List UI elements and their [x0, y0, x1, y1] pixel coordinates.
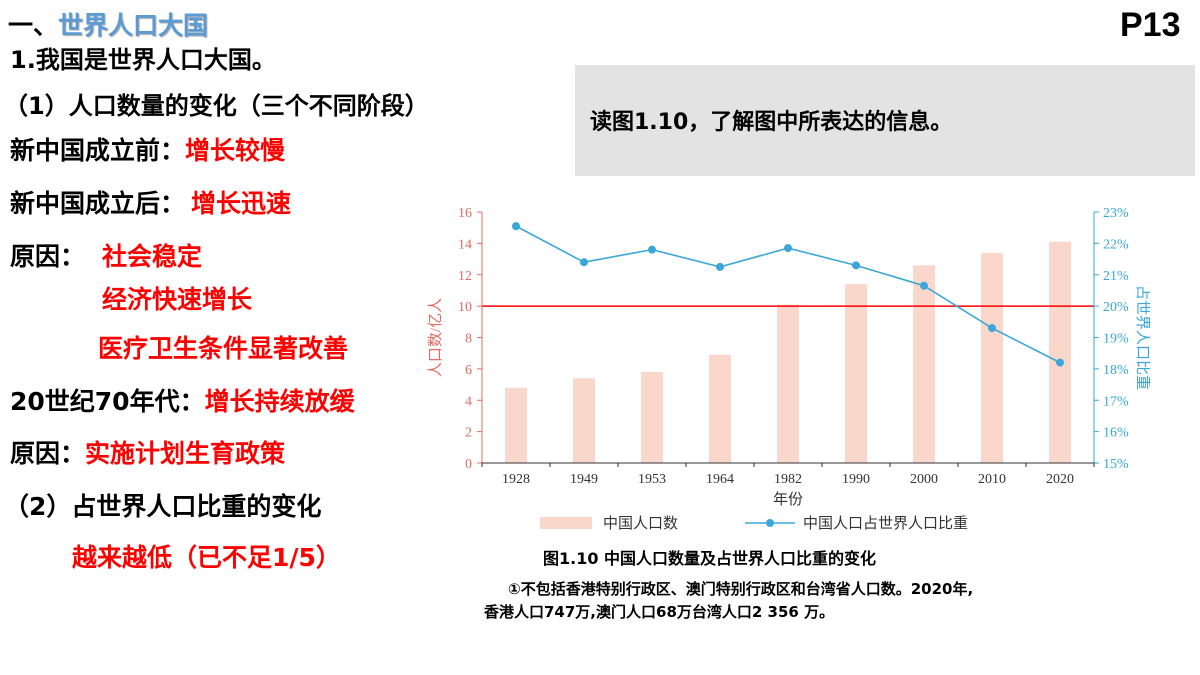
x-tick-label: 1928: [502, 472, 530, 487]
before-founding-label: 新中国成立前：: [10, 136, 186, 165]
share-point-1949: [580, 258, 588, 267]
subheading-1: （1）人口数量的变化（三个不同阶段）: [4, 92, 429, 120]
bar-1982: [777, 304, 799, 463]
reason2-value: 实施计划生育政策: [85, 439, 286, 468]
legend-bar-swatch: [540, 517, 592, 529]
right-tick-label: 17%: [1103, 394, 1129, 409]
right-tick-label: 21%: [1103, 269, 1129, 284]
left-tick-label: 16: [458, 206, 472, 221]
left-tick-label: 14: [458, 237, 472, 252]
left-tick-label: 8: [465, 332, 472, 347]
reason-item: 社会稳定: [102, 242, 203, 271]
left-axis-title: 人口数/亿人: [427, 298, 444, 377]
reason2-label: 原因：: [10, 439, 86, 468]
x-tick-label: 1953: [638, 472, 666, 487]
left-tick-label: 2: [465, 426, 472, 441]
reason-item: 医疗卫生条件显著改善: [98, 334, 349, 363]
figure-note-line-1: ①不包括香港特别行政区、澳门特别行政区和台湾省人口数。2020年,: [508, 580, 974, 598]
bar-2020: [1049, 241, 1071, 463]
share-point-2000: [920, 281, 928, 290]
legend-line-label: 中国人口占世界人口比重: [803, 515, 968, 532]
right-tick-label: 15%: [1103, 457, 1129, 472]
left-tick-label: 12: [458, 269, 472, 284]
bar-1990: [845, 284, 867, 463]
x-axis-title: 年份: [773, 491, 803, 508]
reading-prompt-box: [575, 65, 1195, 176]
after-founding-row: 新中国成立后： 增长迅速: [10, 184, 291, 220]
subheading-2: （2）占世界人口比重的变化: [4, 492, 322, 521]
seventies-row: 20世纪70年代：增长持续放缓: [10, 382, 355, 418]
after-founding-value: 增长迅速: [191, 189, 292, 218]
share-point-1990: [852, 261, 860, 270]
before-founding-value: 增长较慢: [185, 136, 286, 165]
left-tick-label: 4: [465, 394, 472, 409]
reason-label: 原因：: [10, 242, 86, 271]
right-axis-title: 占世界人口比重: [1134, 285, 1150, 390]
x-tick-label: 1964: [706, 472, 734, 487]
right-tick-label: 16%: [1103, 426, 1129, 441]
after-founding-label: 新中国成立后：: [10, 189, 186, 218]
x-tick-label: 2020: [1046, 472, 1074, 487]
section-prefix: 一、: [8, 11, 59, 40]
section-title: 世界人口大国: [58, 11, 209, 40]
left-tick-label: 10: [458, 300, 472, 315]
point-1: 1.我国是世界人口大国。: [10, 46, 276, 74]
bar-1964: [709, 354, 731, 463]
figure-note-line-2: 香港人口747万,澳门人口68万台湾人口2 356 万。: [484, 603, 835, 621]
right-tick-label: 23%: [1103, 206, 1129, 221]
bar-2010: [981, 252, 1003, 463]
x-tick-label: 1949: [570, 472, 598, 487]
x-tick-label: 2000: [910, 472, 938, 487]
reason2-row: 原因：实施计划生育政策: [10, 434, 285, 470]
left-tick-label: 0: [465, 457, 472, 472]
page-number: P13: [1120, 6, 1181, 44]
right-tick-label: 22%: [1103, 237, 1129, 252]
share-point-1982: [784, 244, 792, 253]
share-point-1953: [648, 245, 656, 254]
figure-caption: 图1.10 中国人口数量及占世界人口比重的变化: [543, 549, 877, 568]
share-trend-text: 越来越低（已不足1/5）: [72, 543, 341, 572]
right-tick-label: 18%: [1103, 363, 1129, 378]
before-founding-row: 新中国成立前：增长较慢: [10, 131, 285, 167]
x-tick-label: 2010: [978, 472, 1006, 487]
bar-2000: [913, 265, 935, 463]
section-heading: 一、世界人口大国: [8, 6, 208, 42]
seventies-value: 增长持续放缓: [204, 387, 355, 416]
share-point-2010: [988, 324, 996, 333]
legend-line-marker: [766, 519, 774, 527]
population-chart: 0 2 4 6 8 10 12 14 16 15% 16% 17% 18% 19% 20% 21% 22% 23%…: [427, 206, 1150, 532]
right-tick-label: 20%: [1103, 300, 1129, 315]
share-point-1928: [512, 222, 520, 231]
bar-1949: [573, 378, 595, 463]
seventies-label: 20世纪70年代：: [10, 387, 205, 416]
bar-1928: [505, 387, 527, 463]
reason-item: 经济快速增长: [102, 285, 253, 314]
x-tick-label: 1990: [842, 472, 870, 487]
left-tick-label: 6: [465, 363, 472, 378]
reading-prompt-text: 读图1.10，了解图中所表达的信息。: [590, 110, 953, 135]
share-point-1964: [716, 262, 724, 271]
x-tick-label: 1982: [774, 472, 802, 487]
bar-1953: [641, 372, 663, 463]
right-tick-label: 19%: [1103, 332, 1129, 347]
share-point-2020: [1056, 358, 1064, 367]
legend-bar-label: 中国人口数: [603, 515, 678, 532]
